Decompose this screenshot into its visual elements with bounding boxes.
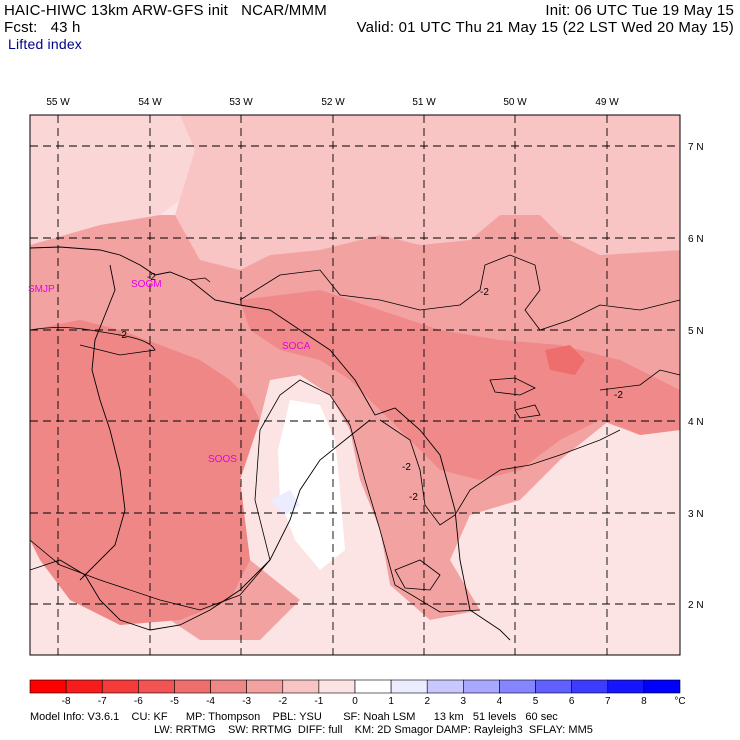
lon-label: 53 W — [229, 97, 253, 108]
colorbar-tick-label: -2 — [278, 696, 287, 707]
contour-label: -2 — [118, 330, 127, 341]
lon-label: 54 W — [138, 97, 162, 108]
colorbar-swatch — [463, 679, 500, 694]
contour-line — [239, 254, 681, 331]
colorbar-tick-label: -5 — [170, 696, 179, 707]
colorbar-swatch — [138, 679, 175, 694]
colorbar-tick-label: 3 — [461, 696, 467, 707]
contour-label: -2 — [480, 287, 489, 298]
model-info-line2: LW: RRTMG SW: RRTMG DIFF: full KM: 2D Sm… — [154, 724, 593, 736]
shade-region — [30, 115, 195, 245]
contour-line — [379, 419, 621, 526]
colorbar-swatch — [390, 679, 428, 694]
colorbar-tick-label: 0 — [352, 696, 358, 707]
lon-label: 49 W — [595, 97, 619, 108]
shade-region — [30, 320, 260, 625]
colorbar-swatch — [174, 679, 211, 694]
colorbar: -8 -7 -6 -5 -4 -3 -2 -1 0 1 2 3 4 5 6 7 8 °C — [29, 679, 686, 707]
lat-label: 6 N — [688, 234, 704, 245]
colorbar-swatch — [29, 679, 67, 694]
station-label: SOCA — [282, 341, 311, 352]
init-time: Init: 06 UTC Tue 19 May 15 — [545, 2, 734, 19]
colorbar-swatch — [282, 679, 320, 694]
colorbar-tick-label: -3 — [242, 696, 251, 707]
lon-label: 52 W — [321, 97, 345, 108]
colorbar-tick-label: 1 — [388, 696, 394, 707]
colorbar-swatch — [65, 679, 103, 694]
lon-label: 50 W — [503, 97, 527, 108]
contour-line — [514, 404, 541, 419]
colorbar-swatch — [607, 679, 645, 694]
colorbar-swatch — [535, 679, 572, 694]
shade-region — [270, 490, 300, 515]
plot-title: HAIC-HIWC 13km ARW-GFS init NCAR/MMM — [4, 2, 327, 19]
station-label: SMJP — [28, 284, 55, 295]
colorbar-tick-label: -1 — [314, 696, 323, 707]
contour-label: -2 — [147, 272, 156, 283]
lat-lon-grid — [30, 115, 680, 655]
contour-line — [489, 377, 536, 396]
coastline — [29, 246, 511, 641]
colorbar-swatch — [643, 679, 681, 694]
station-label: SOGM — [131, 279, 162, 290]
colorbar-swatch — [426, 679, 464, 694]
colorbar-swatch — [246, 679, 284, 694]
contour-label: -2 — [409, 492, 418, 503]
colorbar-swatch — [210, 679, 247, 694]
shade-region — [480, 480, 680, 655]
border-line — [29, 419, 371, 631]
colorbar-tick-label: -6 — [134, 696, 143, 707]
border-line — [79, 264, 126, 581]
colorbar-swatch — [571, 679, 609, 694]
colorbar-tick-label: 2 — [424, 696, 430, 707]
colorbar-tick-label: 7 — [605, 696, 611, 707]
colorbar-swatch — [318, 679, 356, 694]
colorbar-tick-label: -7 — [98, 696, 107, 707]
valid-time: Valid: 01 UTC Thu 21 May 15 (22 LST Wed … — [356, 19, 734, 36]
colorbar-tick-label: 4 — [497, 696, 503, 707]
colorbar-swatch — [101, 679, 139, 694]
contour-line — [599, 369, 681, 391]
contour-label: -2 — [614, 390, 623, 401]
colorbar-tick-label: -8 — [62, 696, 71, 707]
map-frame — [29, 114, 681, 656]
contour-line — [394, 559, 441, 591]
shade-region — [278, 400, 345, 570]
lat-label: 5 N — [688, 326, 704, 337]
colorbar-tick-label: -4 — [206, 696, 215, 707]
colorbar-swatch — [354, 679, 392, 694]
shade-region — [175, 115, 680, 270]
field-name: Lifted index — [8, 36, 83, 52]
colorbar-tick-label: 5 — [533, 696, 539, 707]
colorbar-tick-label: 8 — [641, 696, 647, 707]
contour-line — [189, 277, 211, 283]
model-info-line1: Model Info: V3.6.1 CU: KF MP: Thompson P… — [30, 711, 558, 723]
lat-label: 7 N — [688, 142, 704, 153]
lon-label: 51 W — [412, 97, 436, 108]
shade-region — [545, 345, 585, 375]
station-label: SOOS — [208, 454, 237, 465]
colorbar-swatch — [499, 679, 536, 694]
contour-line — [29, 327, 156, 356]
lat-label: 4 N — [688, 417, 704, 428]
colorbar-unit: °C — [674, 696, 685, 707]
contour-label: -2 — [402, 462, 411, 473]
colorbar-tick-label: 6 — [569, 696, 575, 707]
lon-label: 55 W — [46, 97, 70, 108]
lat-label: 3 N — [688, 509, 704, 520]
forecast-hour: Fcst: 43 h — [4, 19, 81, 36]
shade-region — [240, 290, 680, 480]
lat-label: 2 N — [688, 600, 704, 611]
